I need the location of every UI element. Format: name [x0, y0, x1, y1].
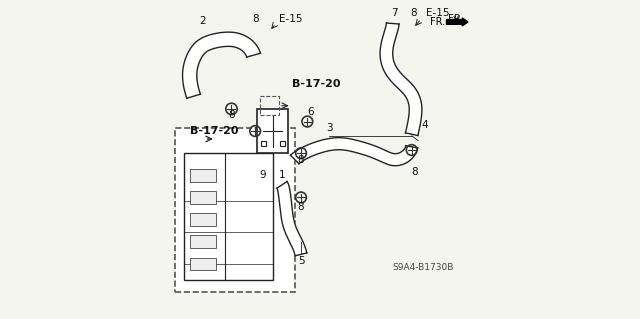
- Bar: [190, 257, 216, 270]
- Bar: [190, 235, 216, 248]
- Text: 9: 9: [260, 170, 266, 181]
- Text: B-17-20: B-17-20: [292, 79, 340, 89]
- Text: 4: 4: [421, 120, 428, 130]
- Text: 7: 7: [391, 8, 397, 18]
- Bar: [190, 169, 216, 182]
- Text: 8: 8: [228, 110, 235, 120]
- Polygon shape: [277, 182, 307, 256]
- Text: 5: 5: [298, 256, 305, 266]
- Bar: [260, 141, 266, 146]
- Text: E-15: E-15: [279, 14, 302, 24]
- Text: 8: 8: [412, 167, 418, 177]
- Text: FR.: FR.: [448, 14, 464, 24]
- FancyBboxPatch shape: [175, 128, 294, 292]
- Text: 8: 8: [252, 14, 259, 24]
- Text: 3: 3: [326, 123, 333, 133]
- Text: 1: 1: [279, 170, 285, 181]
- Text: 8: 8: [298, 155, 305, 165]
- Text: B-17-20: B-17-20: [190, 126, 239, 136]
- Polygon shape: [380, 23, 422, 136]
- Text: E-15: E-15: [426, 8, 449, 18]
- Text: 6: 6: [307, 107, 314, 117]
- Bar: [280, 141, 285, 146]
- Bar: [190, 191, 216, 204]
- Polygon shape: [182, 32, 260, 98]
- Text: 2: 2: [200, 16, 206, 26]
- FancyArrow shape: [447, 18, 468, 26]
- Bar: [184, 153, 273, 280]
- Bar: [257, 109, 289, 153]
- Text: FR.: FR.: [430, 17, 445, 27]
- Text: 8: 8: [410, 8, 417, 18]
- Polygon shape: [291, 138, 418, 166]
- Text: S9A4-B1730B: S9A4-B1730B: [393, 263, 454, 272]
- Text: 8: 8: [298, 202, 305, 212]
- Bar: [190, 213, 216, 226]
